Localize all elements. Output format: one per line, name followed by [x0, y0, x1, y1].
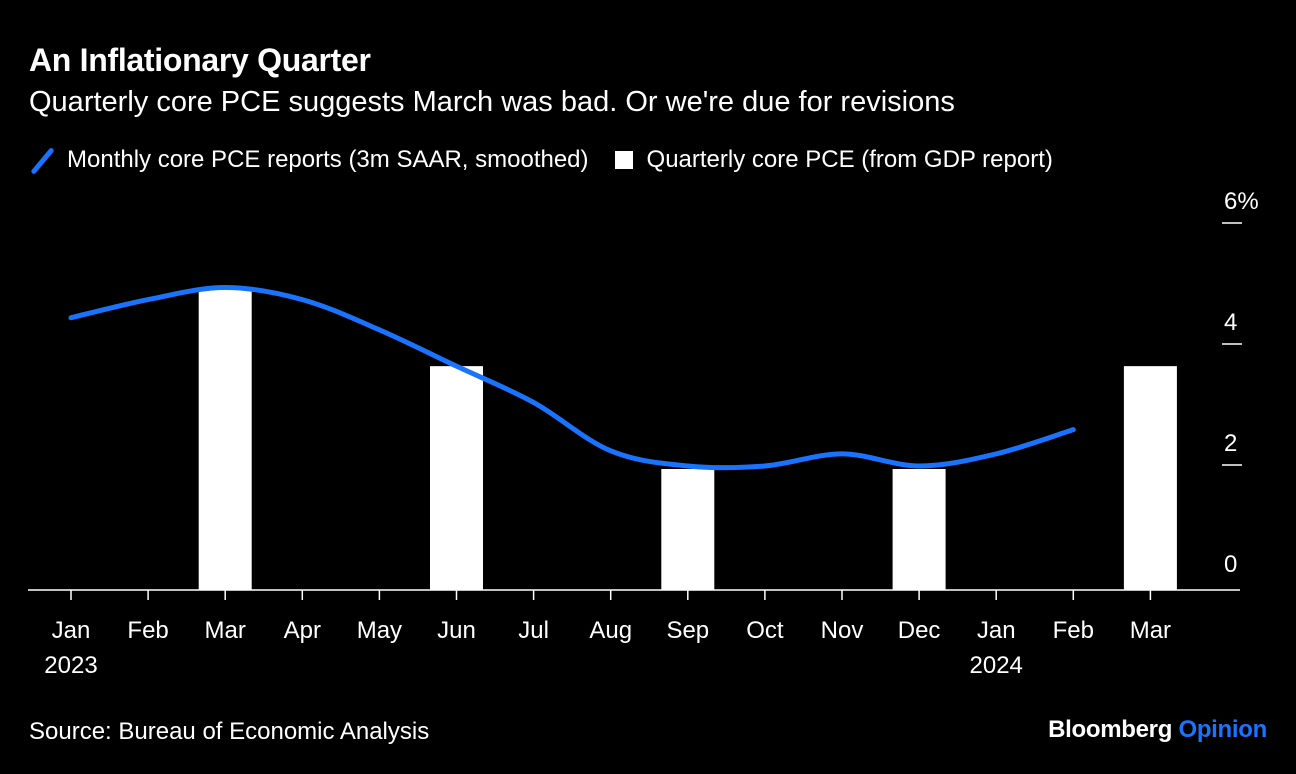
- legend-item-line: Monthly core PCE reports (3m SAAR, smoot…: [29, 146, 589, 174]
- x-tick-label: Sep: [666, 617, 709, 644]
- x-tick-label: Feb: [1053, 617, 1094, 644]
- x-tick-label: Dec: [898, 617, 941, 644]
- bar-mark: [198, 287, 252, 590]
- source-note: Source: Bureau of Economic Analysis: [29, 718, 430, 745]
- legend: Monthly core PCE reports (3m SAAR, smoot…: [29, 146, 1077, 174]
- y-tick-label: 4: [1224, 309, 1237, 336]
- y-tick-label: 2: [1224, 430, 1237, 457]
- x-tick-label: Nov: [821, 617, 864, 644]
- legend-item-bar: Quarterly core PCE (from GDP report): [613, 146, 1053, 174]
- x-year-label: 2024: [970, 652, 1023, 679]
- bar-mark: [1123, 366, 1177, 590]
- bar-mark: [430, 366, 483, 590]
- x-tick-label: Mar: [205, 617, 246, 644]
- brand-name: Bloomberg: [1048, 716, 1173, 743]
- line-series-path: [68, 285, 1076, 471]
- x-tick-label: Jan: [977, 617, 1016, 644]
- x-tick-label: May: [357, 617, 402, 644]
- x-tick-label: Aug: [589, 617, 632, 644]
- legend-label-line: Monthly core PCE reports (3m SAAR, smoot…: [67, 146, 589, 173]
- x-tick-label: Jan: [52, 617, 91, 644]
- y-tick-label: 6%: [1224, 188, 1259, 215]
- bar-mark: [661, 469, 715, 590]
- x-tick-label: Jun: [437, 617, 476, 644]
- legend-label-bar: Quarterly core PCE (from GDP report): [646, 146, 1053, 173]
- bar-swatch-icon: [614, 151, 633, 169]
- x-tick-label: Apr: [284, 617, 321, 644]
- brand-suffix: Opinion: [1178, 716, 1267, 743]
- x-tick-label: Jul: [518, 617, 549, 644]
- x-tick-label: Mar: [1130, 617, 1171, 644]
- chart-title: An Inflationary Quarter: [29, 42, 371, 78]
- brand-logo: Bloomberg Opinion: [1048, 716, 1267, 744]
- x-tick-label: Oct: [746, 617, 784, 644]
- y-tick-label: 0: [1224, 551, 1237, 578]
- x-year-label: 2023: [44, 652, 97, 679]
- bar-mark: [892, 469, 946, 590]
- x-tick-label: Feb: [127, 617, 168, 644]
- chart-subtitle: Quarterly core PCE suggests March was ba…: [29, 86, 955, 118]
